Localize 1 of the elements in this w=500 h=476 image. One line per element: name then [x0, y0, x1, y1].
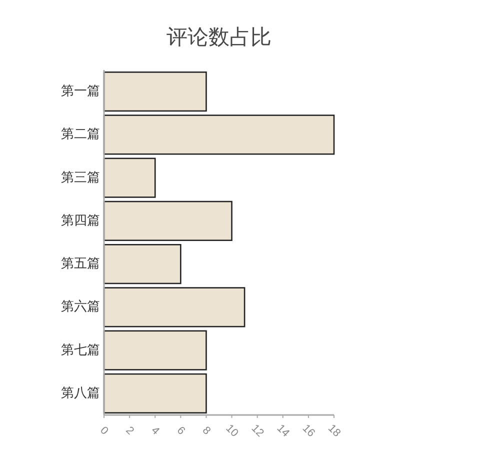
title: 评论数占比 — [166, 26, 272, 49]
